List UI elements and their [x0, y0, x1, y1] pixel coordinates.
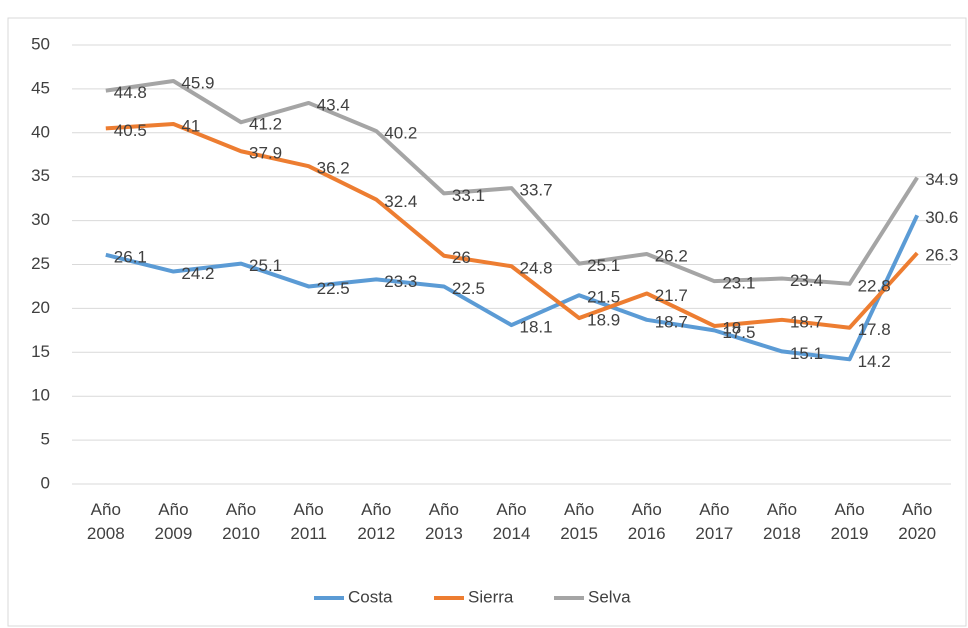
data-label: 33.1 — [452, 186, 485, 205]
y-tick-label: 25 — [31, 254, 50, 273]
data-label: 18.9 — [587, 311, 620, 330]
x-tick-label: Año 2016 — [627, 500, 666, 543]
x-tick-label: Año 2013 — [424, 500, 463, 543]
data-label: 14.2 — [858, 352, 891, 371]
y-tick-label: 35 — [31, 166, 50, 185]
y-tick-label: 40 — [31, 122, 50, 141]
y-tick-label: 20 — [31, 298, 50, 317]
series-line — [105, 78, 919, 286]
data-label: 26 — [452, 248, 471, 267]
data-label: 15.1 — [790, 344, 823, 363]
x-tick-label: Año 2009 — [154, 500, 193, 543]
data-label: 23.1 — [722, 274, 755, 293]
x-tick-label: Año 2019 — [830, 500, 869, 543]
x-tick-label: Año 2014 — [492, 500, 531, 543]
data-label: 18 — [722, 318, 741, 337]
y-tick-label: 45 — [31, 78, 50, 97]
data-label: 40.5 — [114, 121, 147, 140]
legend-label: Selva — [588, 587, 631, 606]
data-label: 44.8 — [114, 83, 147, 102]
data-label: 33.7 — [520, 181, 553, 200]
x-tick-label: Año 2010 — [222, 500, 260, 543]
y-tick-label: 15 — [31, 342, 50, 361]
data-label: 21.5 — [587, 288, 620, 307]
x-tick-label: Año 2020 — [898, 500, 937, 543]
chart-border — [7, 17, 967, 627]
data-label: 23.3 — [384, 272, 417, 291]
data-label: 30.6 — [925, 208, 958, 227]
data-label: 22.5 — [317, 279, 350, 298]
data-label: 22.8 — [858, 276, 891, 295]
data-label: 36.2 — [317, 159, 350, 178]
data-label: 26.1 — [114, 247, 147, 266]
data-label: 25.1 — [249, 256, 282, 275]
data-label: 22.5 — [452, 279, 485, 298]
y-tick-label: 5 — [41, 430, 50, 449]
data-label: 17.5 — [722, 323, 755, 342]
data-label: 45.9 — [181, 73, 214, 92]
x-tick-label: Año 2008 — [86, 500, 125, 543]
series-line — [105, 214, 920, 362]
data-label: 41 — [181, 117, 200, 136]
data-label: 24.2 — [181, 264, 214, 283]
data-label: 34.9 — [925, 170, 958, 189]
x-tick-label: Año 2018 — [763, 500, 801, 543]
data-label: 40.2 — [384, 124, 417, 143]
data-label: 17.8 — [858, 320, 891, 339]
y-tick-label: 10 — [31, 386, 50, 405]
data-label: 26.3 — [925, 246, 958, 265]
series-line — [105, 122, 919, 330]
x-tick-label: Año 2012 — [357, 500, 396, 543]
x-tick-label: Año 2017 — [695, 500, 734, 543]
y-tick-label: 30 — [31, 210, 50, 229]
legend-label: Costa — [348, 587, 393, 606]
data-label: 21.7 — [655, 286, 688, 305]
data-label: 41.2 — [249, 115, 282, 134]
data-label: 18.1 — [520, 318, 553, 337]
data-label: 32.4 — [384, 192, 417, 211]
data-label: 25.1 — [587, 256, 620, 275]
data-label: 23.4 — [790, 271, 823, 290]
data-label: 18.7 — [790, 312, 823, 331]
y-tick-label: 50 — [31, 34, 50, 53]
data-label: 24.8 — [520, 259, 553, 278]
data-label: 43.4 — [317, 95, 350, 114]
legend-label: Sierra — [468, 587, 514, 606]
data-label: 18.7 — [655, 312, 688, 331]
y-tick-label: 0 — [41, 473, 50, 492]
data-label: 37.9 — [249, 144, 282, 163]
x-tick-label: Año 2011 — [290, 500, 327, 543]
x-tick-label: Año 2015 — [560, 500, 599, 543]
data-label: 26.2 — [655, 246, 688, 265]
